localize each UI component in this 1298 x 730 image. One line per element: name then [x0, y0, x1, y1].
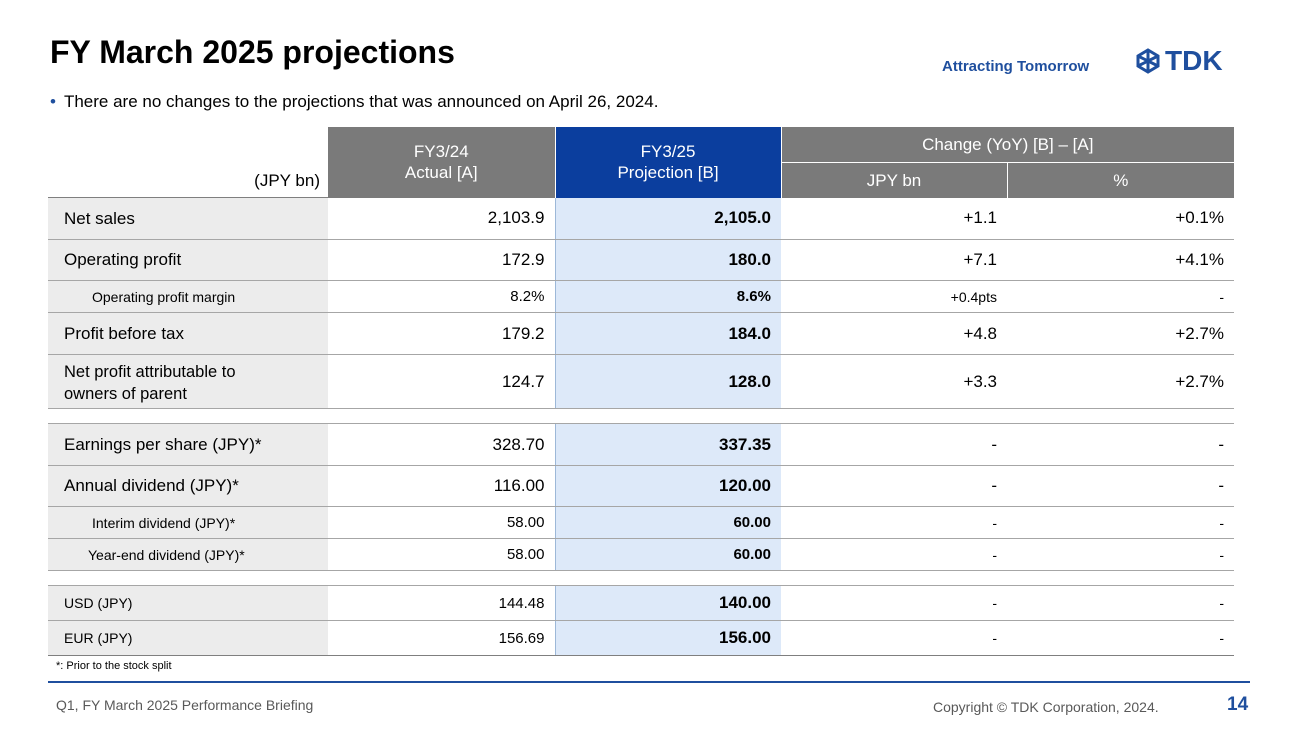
footnote: *: Prior to the stock split: [56, 660, 172, 672]
change-pct: +4.1%: [1007, 239, 1234, 281]
table-row: Interim dividend (JPY)* 58.00 60.00 - -: [48, 506, 1234, 539]
header-projection: FY3/25 Projection [B]: [554, 127, 782, 198]
change-value: -: [781, 506, 1007, 539]
header-change: Change (YoY) [B] – [A]: [781, 127, 1234, 163]
change-value: -: [781, 465, 1007, 507]
brand-tagline: Attracting Tomorrow: [942, 58, 1090, 75]
change-value: -: [781, 538, 1007, 571]
change-value: +0.4pts: [781, 280, 1007, 313]
change-pct: -: [1007, 280, 1234, 313]
change-value: +1.1: [781, 197, 1007, 240]
actual-value: 58.00: [328, 506, 555, 539]
actual-value: 8.2%: [328, 280, 555, 313]
footer-copyright: Copyright © TDK Corporation, 2024.: [933, 699, 1159, 715]
row-label: Profit before tax: [48, 312, 328, 355]
change-value: +3.3: [781, 354, 1007, 409]
row-label: USD (JPY): [48, 585, 328, 621]
projections-table: (JPY bn) FY3/24 Actual [A] FY3/25 Projecti…: [48, 127, 1234, 656]
tdk-logo: TDK: [1134, 45, 1223, 77]
actual-value: 2,103.9: [328, 197, 555, 240]
tdk-emblem-icon: [1136, 48, 1160, 74]
change-pct: -: [1007, 620, 1234, 656]
unit-label: (JPY bn): [48, 127, 328, 198]
footer-presentation-title: Q1, FY March 2025 Performance Briefing: [56, 697, 314, 713]
actual-value: 144.48: [328, 585, 555, 621]
projection-value: 184.0: [554, 312, 781, 355]
row-spacer: [48, 570, 1234, 586]
actual-value: 156.69: [328, 620, 555, 656]
table-row: Operating profit 172.9 180.0 +7.1 +4.1%: [48, 239, 1234, 281]
change-value: -: [781, 585, 1007, 621]
table-row: EUR (JPY) 156.69 156.00 - -: [48, 620, 1234, 656]
actual-value: 328.70: [328, 423, 555, 466]
actual-value: 179.2: [328, 312, 555, 355]
logo-text: TDK: [1165, 45, 1223, 76]
actual-value: 58.00: [328, 538, 555, 571]
projection-value: 128.0: [554, 354, 781, 409]
bullet-text: There are no changes to the projections …: [63, 92, 659, 111]
header-actual: FY3/24 Actual [A]: [328, 127, 555, 198]
row-label: Earnings per share (JPY)*: [48, 423, 328, 466]
change-pct: -: [1007, 465, 1234, 507]
projection-value: 60.00: [554, 506, 781, 539]
projection-value: 140.00: [554, 585, 781, 621]
change-pct: -: [1007, 506, 1234, 539]
bullet-icon: •: [50, 92, 56, 111]
table-row: Profit before tax 179.2 184.0 +4.8 +2.7%: [48, 312, 1234, 355]
table-row: Year-end dividend (JPY)* 58.00 60.00 - -: [48, 538, 1234, 571]
projection-value: 60.00: [554, 538, 781, 571]
table-row: Operating profit margin 8.2% 8.6% +0.4pt…: [48, 280, 1234, 313]
row-label: Net profit attributable to owners of pare…: [48, 354, 328, 409]
row-spacer: [48, 408, 1234, 424]
change-pct: -: [1007, 423, 1234, 466]
actual-value: 172.9: [328, 239, 555, 281]
row-label: Operating profit margin: [48, 280, 328, 313]
projection-value: 337.35: [554, 423, 781, 466]
projection-value: 120.00: [554, 465, 781, 507]
change-value: +4.8: [781, 312, 1007, 355]
projection-value: 180.0: [554, 239, 781, 281]
change-pct: -: [1007, 538, 1234, 571]
table-row: Earnings per share (JPY)* 328.70 337.35 …: [48, 423, 1234, 466]
bullet-note: • There are no changes to the projections…: [50, 92, 658, 112]
actual-value: 124.7: [328, 354, 555, 409]
change-pct: +2.7%: [1007, 354, 1234, 409]
projection-value: 8.6%: [554, 280, 781, 313]
footer-divider: [48, 681, 1250, 683]
actual-value: 116.00: [328, 465, 555, 507]
change-pct: +0.1%: [1007, 197, 1234, 240]
projection-value: 156.00: [554, 620, 781, 656]
page-number: 14: [1227, 694, 1249, 715]
header-change-jpy: JPY bn: [781, 162, 1008, 198]
projection-value: 2,105.0: [554, 197, 781, 240]
header-change-pct: %: [1007, 162, 1234, 198]
table-row: Net profit attributable to owners of pare…: [48, 354, 1234, 409]
row-label: Annual dividend (JPY)*: [48, 465, 328, 507]
row-label: Net sales: [48, 197, 328, 240]
row-label: Year-end dividend (JPY)*: [48, 538, 328, 571]
change-value: +7.1: [781, 239, 1007, 281]
table-row: Annual dividend (JPY)* 116.00 120.00 - -: [48, 465, 1234, 507]
row-label: Interim dividend (JPY)*: [48, 506, 328, 539]
change-pct: +2.7%: [1007, 312, 1234, 355]
change-value: -: [781, 423, 1007, 466]
table-row: Net sales 2,103.9 2,105.0 +1.1 +0.1%: [48, 197, 1234, 240]
change-value: -: [781, 620, 1007, 656]
page-title: FY March 2025 projections: [50, 34, 455, 70]
row-label: Operating profit: [48, 239, 328, 281]
change-pct: -: [1007, 585, 1234, 621]
table-row: USD (JPY) 144.48 140.00 - -: [48, 585, 1234, 621]
row-label: EUR (JPY): [48, 620, 328, 656]
